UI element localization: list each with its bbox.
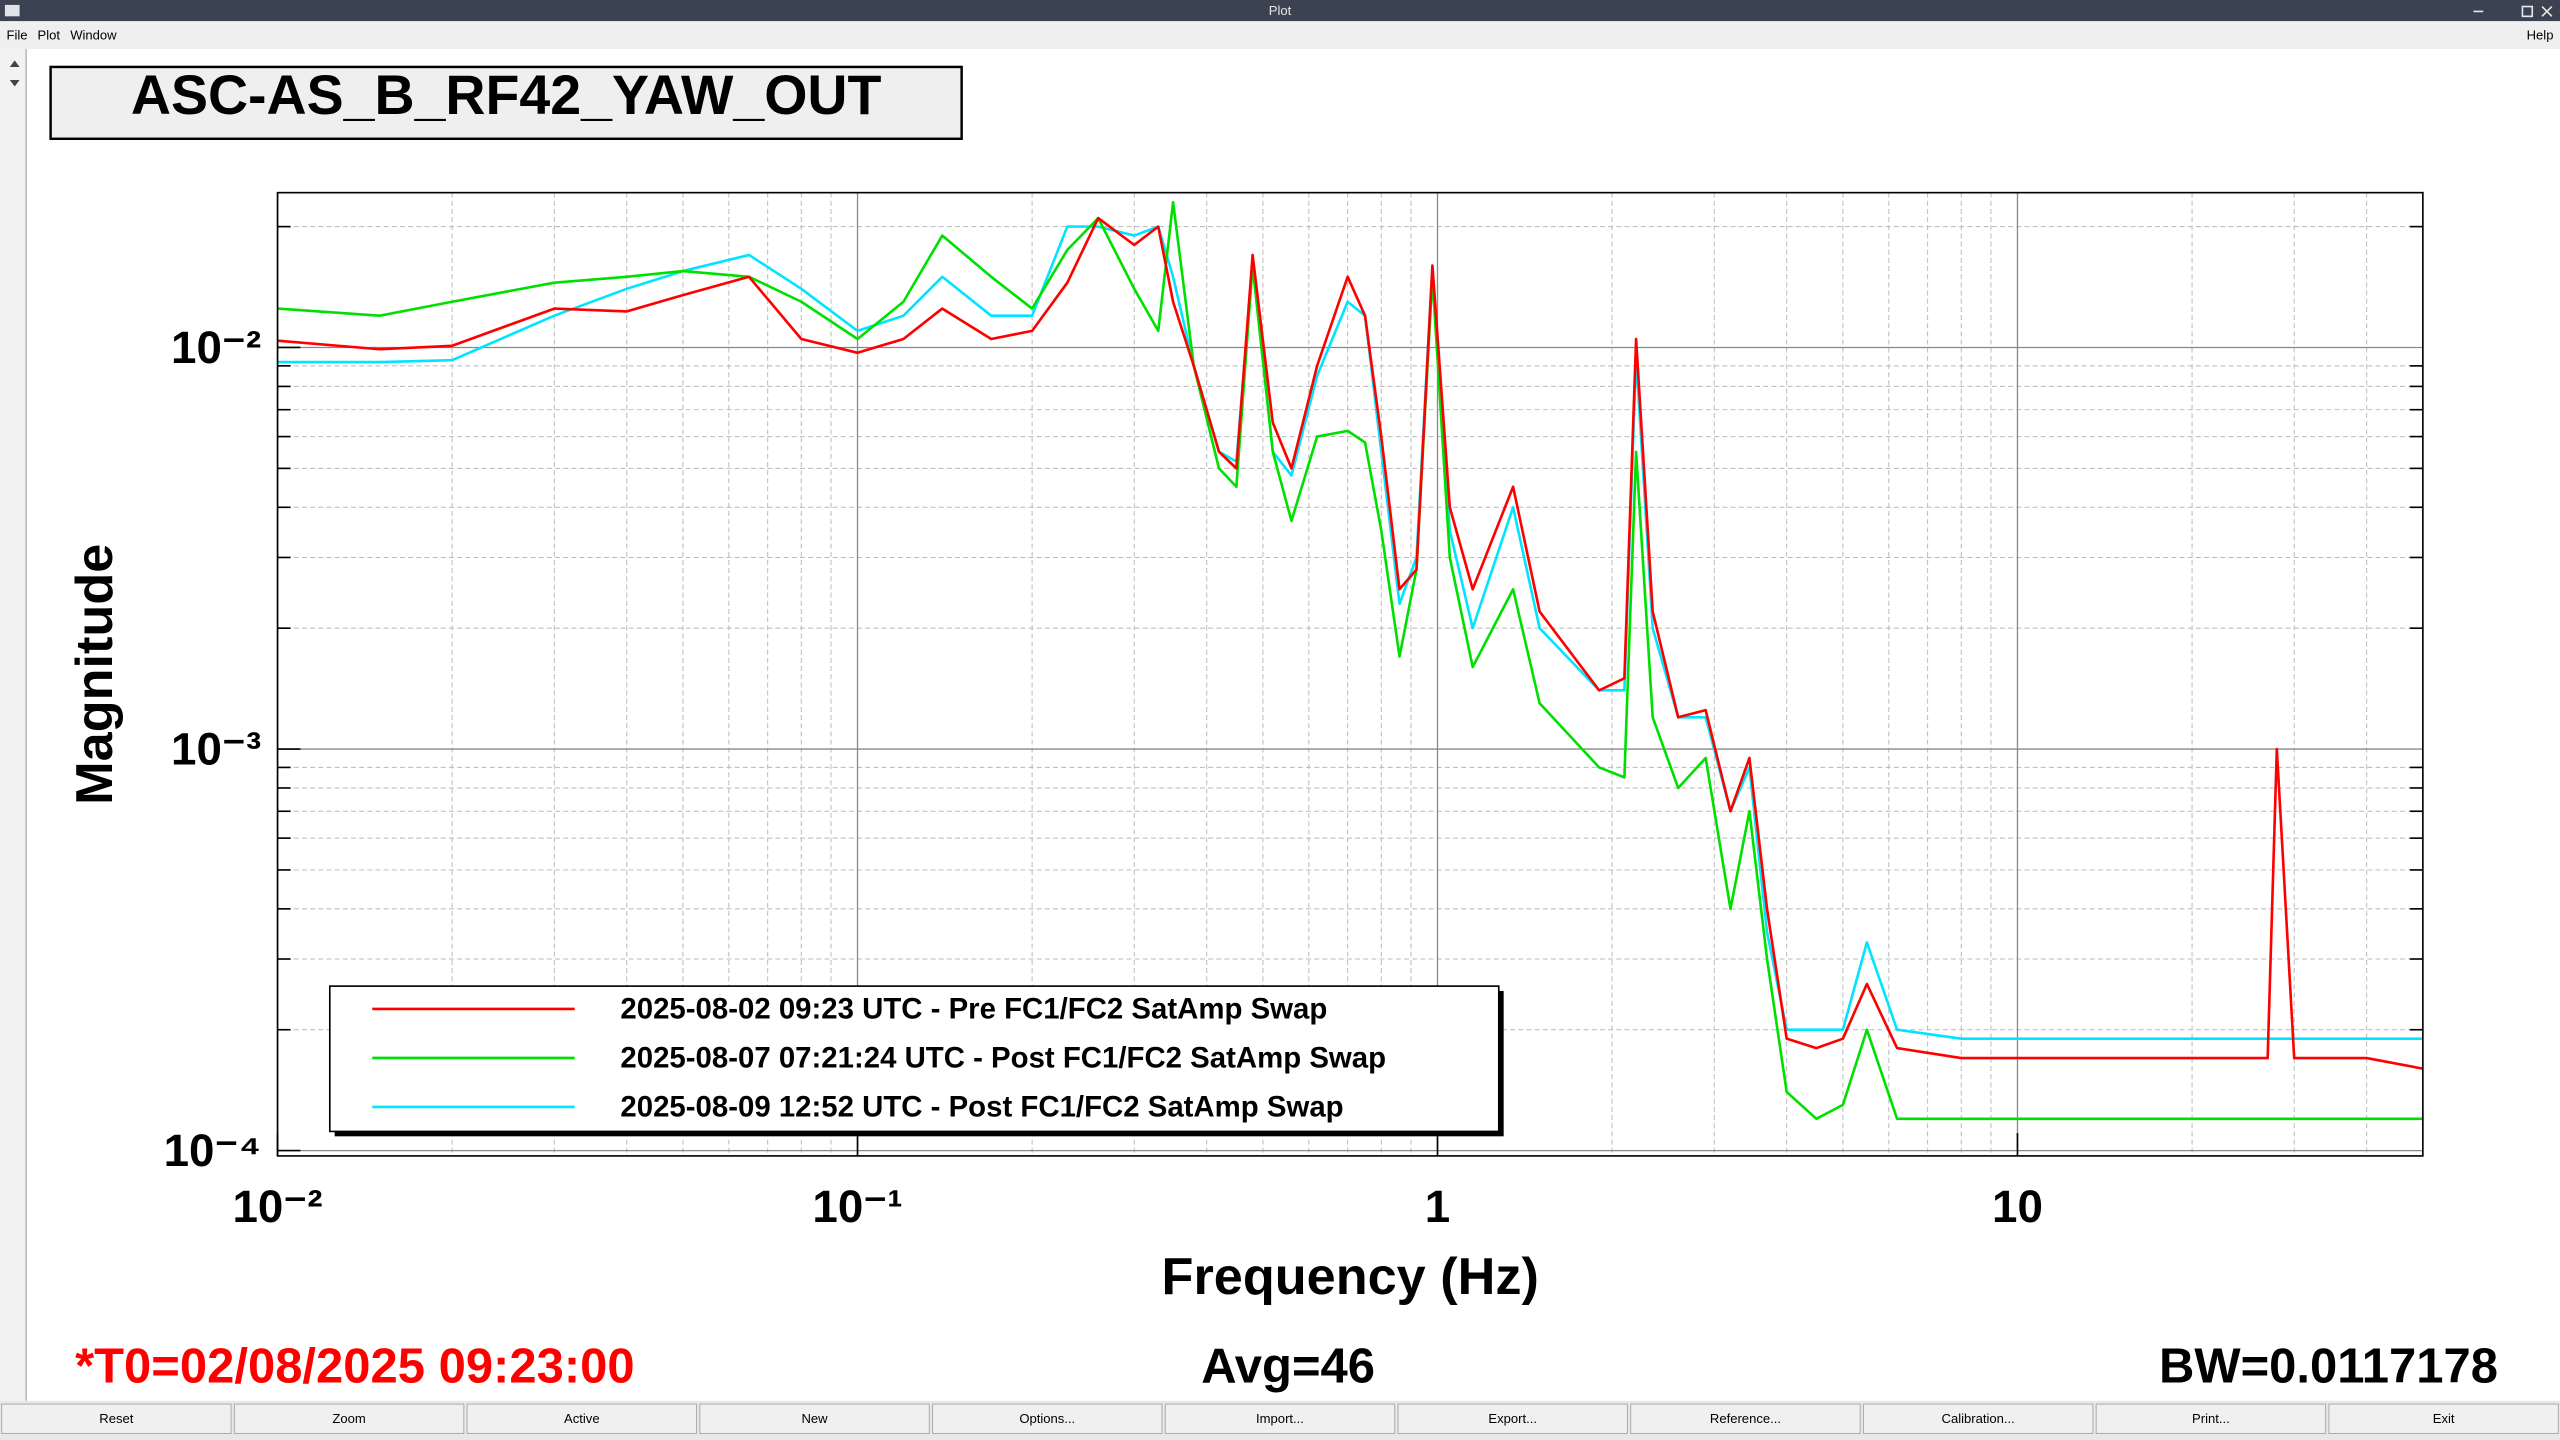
- button-label[interactable]: Print...: [2192, 1411, 2230, 1426]
- close-button[interactable]: [2541, 5, 2553, 17]
- ticks: 10⁻² 10⁻¹ 1 10 10⁻⁴ 10⁻³ 10⁻²: [164, 225, 2423, 1232]
- legend-label: 2025-08-09 12:52 UTC - Post FC1/FC2 SatA…: [620, 1090, 1343, 1123]
- status-avg: Avg=46: [1201, 1340, 1375, 1394]
- button[interactable]: [932, 1403, 1163, 1434]
- button-label[interactable]: New: [801, 1411, 828, 1426]
- button-label[interactable]: Reset: [99, 1411, 133, 1426]
- side-panel: [0, 48, 27, 1401]
- y-tick-label: 10⁻²: [171, 322, 261, 373]
- x-tick-label: 10⁻¹: [812, 1181, 902, 1232]
- y-axis-label: Magnitude: [66, 544, 124, 805]
- button-label[interactable]: Import...: [1256, 1411, 1304, 1426]
- button-label[interactable]: Active: [564, 1411, 600, 1426]
- x-tick-label: 1: [1425, 1181, 1450, 1232]
- window-icon: [4, 4, 20, 17]
- status-bw: BW=0.0117178: [2159, 1340, 2498, 1394]
- chart-title-box: [49, 65, 963, 140]
- plot-frame: [276, 191, 2424, 1157]
- series-line: [277, 225, 2423, 1040]
- y-tick-label: 10⁻³: [171, 723, 261, 774]
- button[interactable]: [1397, 1403, 1628, 1434]
- status-t0: *T0=02/08/2025 09:23:00: [75, 1340, 635, 1394]
- button[interactable]: [233, 1403, 465, 1434]
- x-tick-label: 10⁻²: [232, 1181, 322, 1232]
- series-line: [277, 200, 2423, 1121]
- legend-label: 2025-08-07 07:21:24 UTC - Post FC1/FC2 S…: [620, 1041, 1386, 1074]
- button[interactable]: [2095, 1403, 2327, 1434]
- menu-window[interactable]: Window: [70, 27, 117, 42]
- button-label[interactable]: Options...: [1019, 1411, 1075, 1426]
- chart-title: ASC-AS_B_RF42_YAW_OUT: [131, 64, 882, 126]
- series-lines: [277, 200, 2423, 1121]
- button-label[interactable]: Export...: [1488, 1411, 1537, 1426]
- title-bar: [0, 0, 2560, 22]
- button[interactable]: [699, 1403, 930, 1434]
- button-label[interactable]: Reference...: [1710, 1411, 1781, 1426]
- maximize-button[interactable]: [2521, 5, 2534, 18]
- button-label[interactable]: Calibration...: [1942, 1411, 2015, 1426]
- button[interactable]: [2328, 1403, 2559, 1434]
- side-arrows[interactable]: [9, 60, 20, 87]
- series-line: [277, 216, 2423, 1070]
- button[interactable]: [1862, 1403, 2094, 1434]
- x-axis-label: Frequency (Hz): [1162, 1248, 1539, 1306]
- button[interactable]: [1630, 1403, 1861, 1434]
- y-tick-label: 10⁻⁴: [164, 1125, 262, 1176]
- menu-file[interactable]: File: [7, 27, 28, 42]
- window-title: Plot: [1269, 3, 1292, 18]
- button-label[interactable]: Exit: [2433, 1411, 2455, 1426]
- button[interactable]: [1, 1403, 232, 1434]
- button-label[interactable]: Zoom: [332, 1411, 365, 1426]
- x-tick-label: 10: [1992, 1181, 2043, 1232]
- legend-label: 2025-08-02 09:23 UTC - Pre FC1/FC2 SatAm…: [620, 992, 1327, 1025]
- button[interactable]: [466, 1403, 698, 1434]
- menu-bar: [0, 21, 2560, 49]
- menu-help[interactable]: Help: [2527, 27, 2554, 42]
- menu-plot[interactable]: Plot: [38, 27, 61, 42]
- window-controls[interactable]: [2473, 5, 2553, 18]
- buttons: Reset Zoom Active New Options... Import... Exp…: [1, 1403, 2559, 1434]
- legend: 2025-08-02 09:23 UTC - Pre FC1/FC2 SatAm…: [328, 985, 1504, 1137]
- button[interactable]: [1164, 1403, 1396, 1434]
